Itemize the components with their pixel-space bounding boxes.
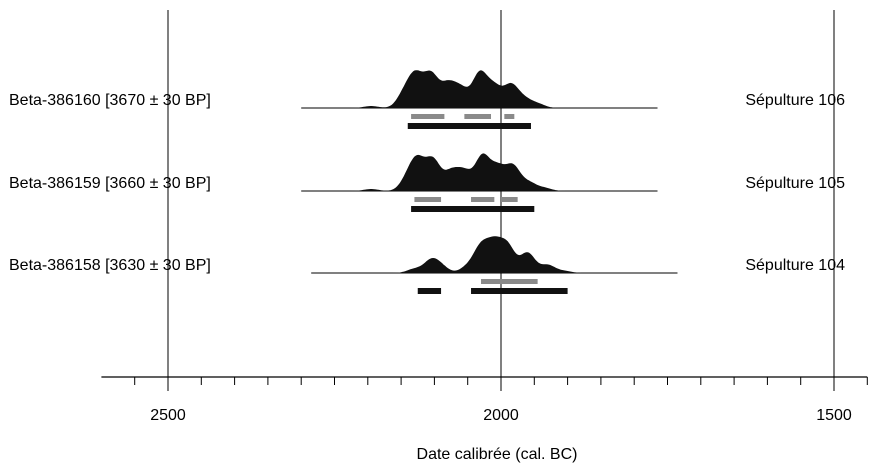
sample-label: Beta-386159 [3660 ± 30 BP] [9, 175, 211, 192]
probability-distribution [347, 70, 581, 108]
tick-label: 1500 [816, 407, 852, 424]
sample-row: Beta-386160 [3670 ± 30 BP] Sépulture 106 [9, 70, 845, 129]
probability-distribution [347, 236, 581, 273]
sample-row: Beta-386158 [3630 ± 30 BP] Sépulture 104 [9, 236, 845, 294]
range-68-bar [471, 197, 495, 202]
tick-label: 2000 [483, 407, 519, 424]
sample-label: Beta-386160 [3670 ± 30 BP] [9, 92, 211, 109]
probability-distribution [347, 153, 581, 191]
sample-row: Beta-386159 [3660 ± 30 BP] Sépulture 105 [9, 153, 845, 212]
x-axis-title: Date calibrée (cal. BC) [417, 446, 578, 463]
x-axis: 2500 2000 1500 [101, 376, 868, 424]
range-68-bar [464, 114, 492, 119]
range-95-bar [411, 206, 535, 212]
range-68-bar [481, 279, 538, 284]
range-68-bar [414, 197, 442, 202]
range-95-bar [407, 123, 531, 129]
sample-rows: Beta-386160 [3670 ± 30 BP] Sépulture 106B… [9, 70, 845, 294]
range-68-bar [501, 197, 518, 202]
tick-label: 2500 [150, 407, 186, 424]
range-95-bar [417, 288, 442, 294]
burial-label: Sépulture 104 [745, 257, 845, 274]
range-68-bar [411, 114, 445, 119]
range-95-bar [471, 288, 568, 294]
burial-label: Sépulture 106 [745, 92, 845, 109]
sample-label: Beta-386158 [3630 ± 30 BP] [9, 257, 211, 274]
burial-label: Sépulture 105 [745, 175, 845, 192]
range-68-bar [504, 114, 515, 119]
grid-lines [167, 10, 835, 377]
